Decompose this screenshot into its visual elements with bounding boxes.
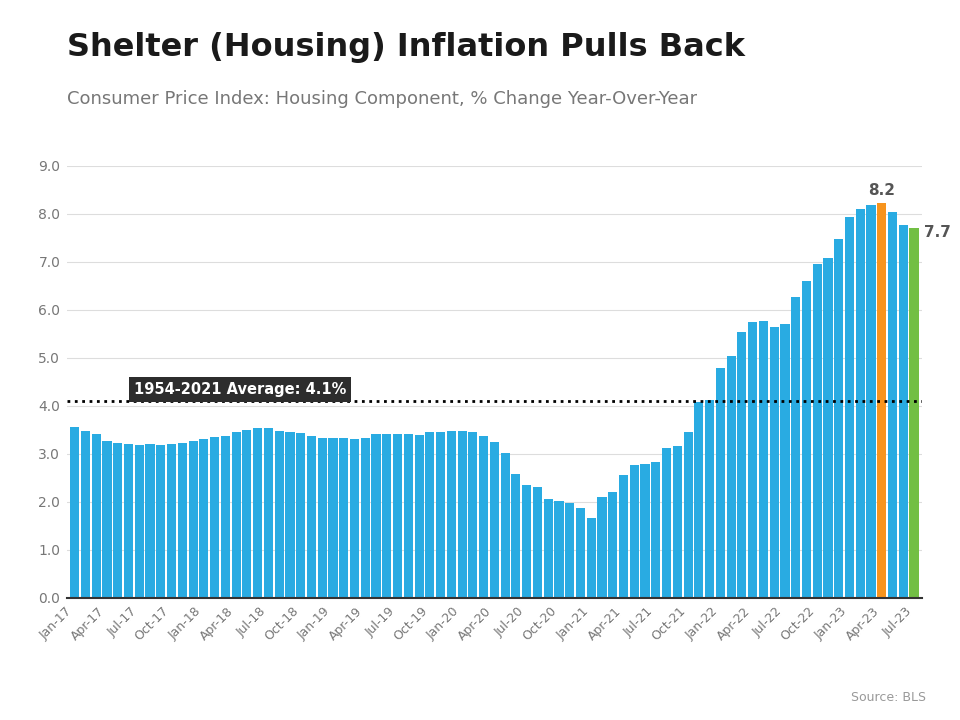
Bar [813, 264, 822, 598]
Bar [587, 518, 596, 598]
Bar [350, 439, 359, 598]
Bar [824, 258, 832, 598]
Bar [630, 465, 638, 598]
Bar [802, 282, 811, 598]
Bar [436, 431, 445, 598]
Bar [393, 434, 402, 598]
Bar [512, 474, 520, 598]
Bar [178, 443, 187, 598]
Bar [200, 439, 208, 598]
Text: 8.2: 8.2 [868, 183, 896, 198]
Bar [221, 436, 230, 598]
Bar [737, 332, 747, 598]
Bar [146, 444, 155, 598]
Bar [210, 437, 219, 598]
Bar [318, 438, 326, 598]
Bar [727, 356, 735, 598]
Bar [382, 434, 392, 598]
Bar [231, 431, 241, 598]
Bar [662, 449, 671, 598]
Bar [156, 446, 165, 598]
Bar [167, 444, 176, 598]
Bar [909, 228, 919, 598]
Bar [899, 225, 908, 598]
Bar [307, 436, 316, 598]
Bar [425, 433, 435, 598]
Bar [576, 508, 585, 598]
Bar [834, 238, 843, 598]
Bar [855, 210, 865, 598]
Bar [791, 297, 801, 598]
Bar [124, 444, 133, 598]
Bar [415, 436, 423, 598]
Bar [758, 320, 768, 598]
Bar [404, 434, 413, 598]
Bar [490, 442, 499, 598]
Bar [651, 462, 660, 598]
Bar [522, 485, 531, 598]
Text: 7.7: 7.7 [924, 225, 950, 240]
Bar [339, 438, 348, 598]
Bar [609, 492, 617, 598]
Bar [533, 487, 542, 598]
Bar [694, 402, 704, 598]
Bar [446, 431, 456, 598]
Bar [188, 441, 198, 598]
Bar [543, 499, 553, 598]
Bar [845, 217, 854, 598]
Bar [673, 446, 682, 598]
Text: 1954-2021 Average: 4.1%: 1954-2021 Average: 4.1% [133, 382, 347, 397]
Bar [640, 464, 650, 598]
Bar [554, 500, 564, 598]
Bar [867, 205, 876, 598]
Bar [92, 434, 101, 598]
Text: Source: BLS: Source: BLS [852, 691, 926, 704]
Bar [780, 324, 789, 598]
Bar [716, 368, 725, 598]
Bar [705, 400, 714, 598]
Bar [328, 438, 338, 598]
Bar [296, 433, 305, 598]
Bar [770, 327, 779, 598]
Bar [684, 432, 693, 598]
Bar [597, 497, 607, 598]
Bar [619, 475, 628, 598]
Bar [748, 322, 757, 598]
Bar [565, 503, 574, 598]
Bar [253, 428, 262, 598]
Bar [275, 431, 284, 598]
Bar [81, 431, 90, 598]
Bar [468, 432, 477, 598]
Bar [372, 434, 380, 598]
Bar [113, 443, 122, 598]
Bar [479, 436, 489, 598]
Bar [70, 427, 80, 598]
Text: Consumer Price Index: Housing Component, % Change Year-Over-Year: Consumer Price Index: Housing Component,… [67, 90, 697, 108]
Bar [242, 430, 252, 598]
Bar [285, 433, 295, 598]
Bar [103, 441, 111, 598]
Bar [500, 453, 510, 598]
Bar [134, 445, 144, 598]
Bar [888, 212, 897, 598]
Bar [458, 431, 467, 598]
Bar [361, 438, 370, 598]
Text: Shelter (Housing) Inflation Pulls Back: Shelter (Housing) Inflation Pulls Back [67, 32, 745, 63]
Bar [264, 428, 273, 598]
Bar [877, 203, 886, 598]
